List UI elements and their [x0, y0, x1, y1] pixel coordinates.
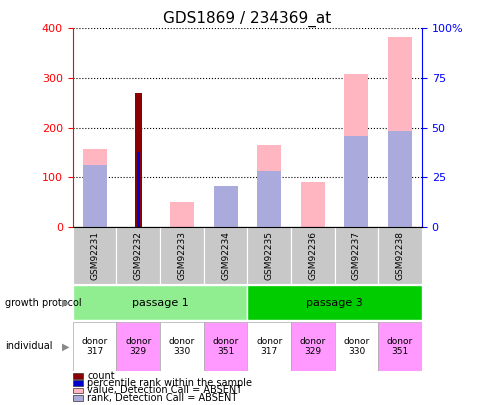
Bar — [73, 227, 116, 284]
Bar — [160, 227, 203, 284]
Bar — [82, 149, 106, 227]
Text: donor
329: donor 329 — [299, 337, 325, 356]
Text: GSM92236: GSM92236 — [308, 231, 317, 280]
Bar — [344, 136, 368, 227]
Bar — [135, 93, 141, 227]
Bar — [82, 165, 106, 227]
Bar — [290, 227, 334, 284]
Text: ▶: ▶ — [61, 298, 69, 308]
Text: GSM92235: GSM92235 — [264, 231, 273, 280]
Text: donor
330: donor 330 — [168, 337, 195, 356]
Bar — [247, 227, 290, 284]
Bar — [203, 227, 247, 284]
Bar — [73, 286, 247, 320]
Text: passage 3: passage 3 — [305, 298, 363, 308]
Text: donor
317: donor 317 — [81, 337, 107, 356]
Text: individual: individual — [5, 341, 52, 351]
Bar — [136, 152, 139, 227]
Bar — [247, 322, 290, 371]
Text: GSM92234: GSM92234 — [221, 231, 229, 280]
Bar — [300, 182, 324, 227]
Bar — [290, 322, 334, 371]
Bar — [203, 322, 247, 371]
Bar — [213, 186, 237, 227]
Bar — [116, 322, 160, 371]
Text: count: count — [87, 371, 115, 381]
Bar — [213, 186, 237, 227]
Bar — [257, 145, 281, 227]
Text: GSM92237: GSM92237 — [351, 231, 360, 280]
Text: GSM92231: GSM92231 — [90, 231, 99, 280]
Bar — [344, 75, 368, 227]
Bar — [169, 202, 194, 227]
Bar — [378, 322, 421, 371]
Text: donor
351: donor 351 — [212, 337, 238, 356]
Text: donor
317: donor 317 — [256, 337, 282, 356]
Text: percentile rank within the sample: percentile rank within the sample — [87, 378, 252, 388]
Text: ▶: ▶ — [61, 341, 69, 351]
Bar — [257, 171, 281, 227]
Text: donor
351: donor 351 — [386, 337, 412, 356]
Text: value, Detection Call = ABSENT: value, Detection Call = ABSENT — [87, 386, 242, 395]
Bar — [387, 131, 411, 227]
Bar — [378, 227, 421, 284]
Text: rank, Detection Call = ABSENT: rank, Detection Call = ABSENT — [87, 393, 237, 403]
Bar — [160, 322, 203, 371]
Text: donor
329: donor 329 — [125, 337, 151, 356]
Text: passage 1: passage 1 — [131, 298, 188, 308]
Bar — [73, 322, 116, 371]
Bar — [247, 286, 421, 320]
Bar — [334, 322, 378, 371]
Text: GSM92238: GSM92238 — [395, 231, 404, 280]
Text: growth protocol: growth protocol — [5, 298, 81, 308]
Title: GDS1869 / 234369_at: GDS1869 / 234369_at — [163, 11, 331, 27]
Bar — [334, 227, 378, 284]
Bar — [116, 227, 160, 284]
Text: GSM92232: GSM92232 — [134, 231, 142, 280]
Text: GSM92233: GSM92233 — [177, 231, 186, 280]
Bar — [387, 37, 411, 227]
Text: donor
330: donor 330 — [343, 337, 369, 356]
